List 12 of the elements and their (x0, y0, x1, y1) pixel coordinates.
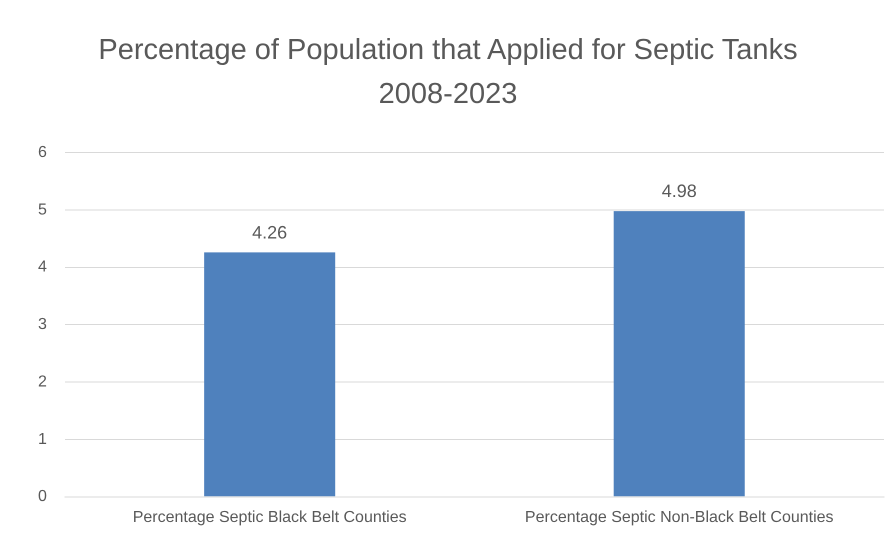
y-tick-label: 2 (38, 373, 47, 390)
x-tick-label: Percentage Septic Non-Black Belt Counties (524, 508, 834, 526)
y-tick-label: 3 (38, 316, 47, 334)
data-label: 4.26 (252, 222, 288, 242)
y-tick-label: 6 (38, 144, 47, 162)
data-label: 4.98 (662, 181, 697, 202)
y-tick-label: 5 (38, 201, 47, 218)
chart-title: Percentage of Population that Applied for Septic Tanks 2008-2023 (98, 33, 798, 112)
x-tick-label: Percentage Septic Black Belt Counties (132, 508, 407, 526)
y-tick-label: 4 (38, 258, 47, 276)
y-tick-label: 1 (38, 430, 47, 448)
y-tick-label: 0 (38, 488, 47, 506)
